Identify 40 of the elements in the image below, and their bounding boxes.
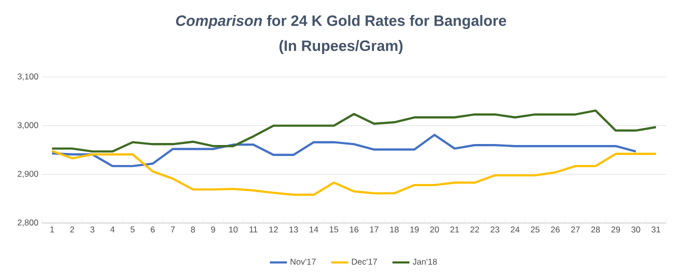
- x-tick-label: 21: [450, 226, 459, 232]
- y-tick-label: 2,800: [18, 220, 38, 226]
- x-tick-label: 3: [90, 226, 94, 233]
- x-tick-label: 2: [70, 226, 74, 232]
- x-tick-label: 25: [530, 226, 540, 233]
- x-tick-label: 18: [390, 226, 399, 233]
- y-tick-label: 3,000: [18, 122, 38, 130]
- x-tick-label: 30: [631, 226, 640, 233]
- x-tick-label: 9: [211, 226, 216, 233]
- legend-label: Dec'17: [352, 258, 377, 265]
- y-tick-label: 2,900: [18, 170, 38, 178]
- x-tick-label: 13: [290, 226, 298, 233]
- x-tick-label: 11: [250, 226, 258, 232]
- x-tick-label: 4: [110, 226, 115, 232]
- x-tick-label: 19: [410, 226, 419, 233]
- x-tick-label: 10: [229, 226, 238, 233]
- chart-title: Comparison for 24 K Gold Rates for Bangalore: [176, 15, 506, 30]
- x-tick-label: 15: [330, 226, 338, 232]
- x-tick-label: 8: [190, 226, 195, 233]
- y-tick-label: 3,100: [18, 74, 38, 80]
- legend-label: Jan'18: [412, 258, 437, 265]
- x-tick-label: 6: [150, 226, 155, 233]
- chart-subtitle: (In Rupees/Gram): [279, 40, 403, 54]
- x-tick-label: 14: [310, 226, 318, 232]
- legend-label: Nov'17: [290, 258, 316, 265]
- x-tick-label: 29: [611, 226, 620, 233]
- x-tick-label: 20: [430, 226, 439, 233]
- x-tick-label: 22: [470, 226, 480, 232]
- x-tick-label: 23: [490, 226, 500, 233]
- x-tick-label: 31: [652, 226, 660, 233]
- x-tick-label: 17: [370, 226, 378, 232]
- x-tick-label: 5: [130, 226, 135, 232]
- x-tick-label: 1: [50, 226, 54, 232]
- x-tick-label: 16: [350, 226, 358, 233]
- x-tick-label: 24: [510, 226, 520, 232]
- x-tick-label: 28: [591, 226, 600, 233]
- x-tick-label: 27: [571, 226, 580, 232]
- x-tick-label: 7: [170, 226, 175, 232]
- x-tick-label: 26: [551, 226, 560, 233]
- x-tick-label: 12: [269, 226, 278, 232]
